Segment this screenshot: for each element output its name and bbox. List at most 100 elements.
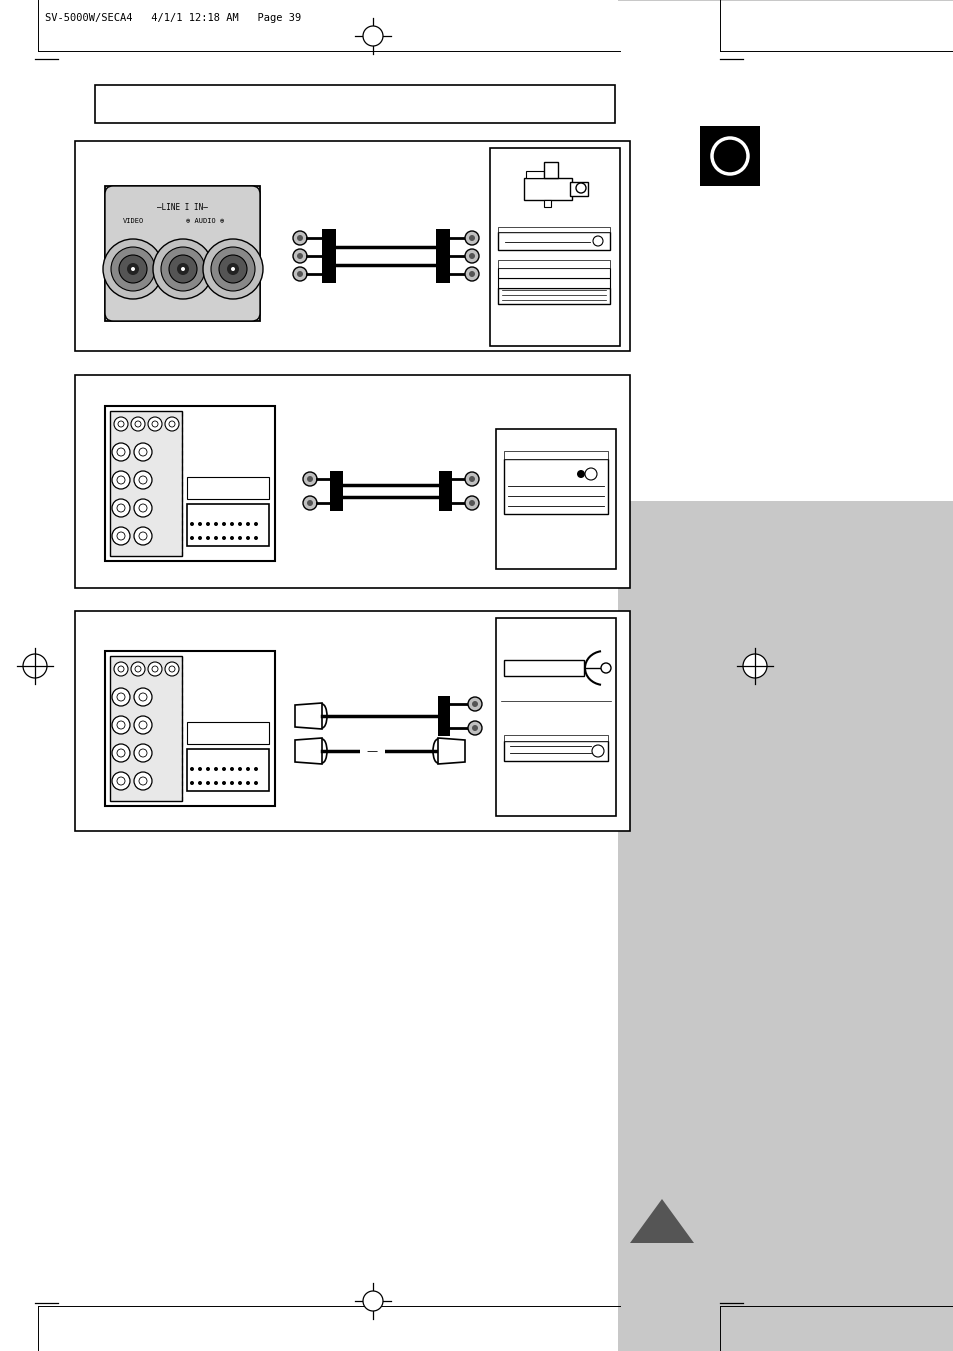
Circle shape [133,527,152,544]
Bar [437,696,450,736]
Circle shape [23,654,47,678]
Circle shape [198,521,202,526]
Bar [497,288,609,304]
Bar [543,162,558,178]
Circle shape [131,267,135,272]
Circle shape [464,471,478,486]
Circle shape [117,532,125,540]
Bar [75,141,629,351]
Bar [75,611,629,831]
Circle shape [593,236,602,246]
Bar [543,200,551,207]
Bar [359,746,385,757]
Bar [187,748,269,790]
Circle shape [119,255,147,282]
Bar [436,230,450,282]
Circle shape [113,417,128,431]
Bar [497,278,609,288]
Circle shape [161,247,205,290]
Circle shape [103,239,163,299]
Circle shape [363,1292,382,1310]
Circle shape [135,422,141,427]
Circle shape [139,504,147,512]
Circle shape [222,536,226,540]
Circle shape [468,721,481,735]
Text: —LINE I IN—: —LINE I IN— [156,204,207,212]
Circle shape [198,536,202,540]
Circle shape [206,767,210,771]
Circle shape [117,721,125,730]
Circle shape [117,693,125,701]
Bar [503,735,607,740]
Circle shape [213,521,218,526]
Circle shape [469,272,475,277]
Circle shape [112,527,130,544]
Bar [700,126,760,186]
Circle shape [469,253,475,259]
Circle shape [222,767,226,771]
Bar [497,227,609,232]
Circle shape [139,476,147,484]
Circle shape [222,781,226,785]
Circle shape [468,697,481,711]
Bar [438,471,452,511]
Circle shape [139,693,147,701]
Polygon shape [437,738,464,765]
Bar [330,471,343,511]
Circle shape [206,536,210,540]
Circle shape [253,781,257,785]
Circle shape [118,422,124,427]
Circle shape [213,536,218,540]
Circle shape [169,422,174,427]
Circle shape [211,247,254,290]
Circle shape [139,777,147,785]
Circle shape [181,267,185,272]
Circle shape [148,417,162,431]
Circle shape [112,744,130,762]
Circle shape [139,449,147,457]
Circle shape [117,777,125,785]
Bar [95,85,615,123]
Bar [503,661,583,676]
Circle shape [139,721,147,730]
Circle shape [576,182,585,193]
Circle shape [303,471,316,486]
Bar [105,651,274,807]
Circle shape [577,470,584,478]
Circle shape [133,716,152,734]
Circle shape [469,500,475,507]
Circle shape [133,499,152,517]
Circle shape [293,249,307,263]
Circle shape [118,666,124,671]
Bar [75,376,629,588]
Circle shape [307,500,313,507]
Circle shape [198,767,202,771]
Bar [503,451,607,459]
Circle shape [213,767,218,771]
Circle shape [133,771,152,790]
Circle shape [237,767,242,771]
Circle shape [253,767,257,771]
Circle shape [112,443,130,461]
Circle shape [230,767,233,771]
Bar [497,232,609,250]
Circle shape [190,767,193,771]
Bar [618,96,817,486]
Circle shape [307,476,313,482]
Circle shape [230,781,233,785]
Circle shape [584,467,597,480]
Text: —: — [366,746,377,757]
Circle shape [293,267,307,281]
Bar [496,617,616,816]
Bar [569,182,587,196]
Circle shape [246,536,250,540]
Circle shape [177,263,189,276]
Bar [497,259,609,267]
Bar [110,657,182,801]
Circle shape [148,662,162,676]
Circle shape [112,499,130,517]
Bar [496,430,616,569]
Bar [497,267,609,278]
Circle shape [131,662,145,676]
Circle shape [592,744,603,757]
